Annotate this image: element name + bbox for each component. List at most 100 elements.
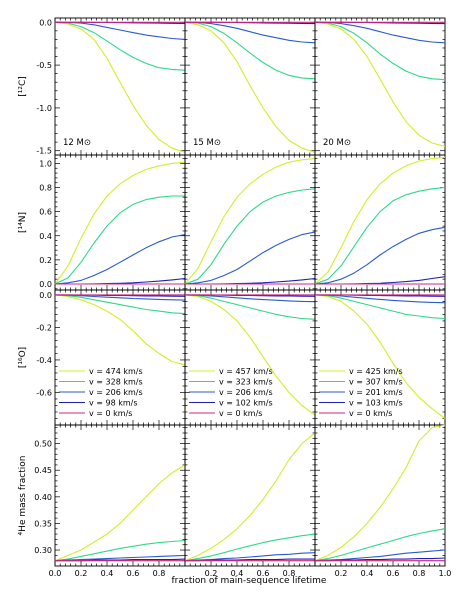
series-line-1 [54,21,186,153]
y-tick-label: 0.0 [39,18,52,27]
series-line-3 [54,21,186,40]
y-tick-label: 0.40 [34,493,52,502]
panel-frame [314,424,446,567]
legend-entry: v = 206 km/s [219,388,273,397]
panel-r0-c0: -1.5 -1.0 -0.5 0.0 [¹²C] 12 M⊙ [18,17,186,156]
x-tick-label: 0.4 [101,569,114,578]
x-tick-label: 0.0 [49,569,62,578]
legend-entry: v = 425 km/s [349,367,403,376]
x-axis-label: fraction of main-sequence lifetime [172,576,327,586]
panel-r2-c1: v = 457 km/s v = 323 km/sv = 206 km/s v = … [184,289,316,426]
y-tick-label: 1.0 [39,159,52,168]
panel-r2-c2: v = 425 km/s v = 307 km/sv = 201 km/s v = … [314,289,446,426]
legend-entry: v = 0 km/s [219,409,262,418]
legend-entry: v = 102 km/s [219,399,273,408]
series-line-3 [54,294,186,301]
series-line-2 [54,21,186,71]
x-tick-labels: 0.0 0.2 0.4 0.6 0.8 0.2 0.4 0.6 0.8 0.2 0.4 0.6 0.8 1… [49,569,452,578]
series-line-1 [314,294,446,419]
series-line-2 [184,294,316,320]
y-tick-label: 0.4 [39,232,52,241]
panel-r1-c0: 0.0 0.2 0.4 0.6 0.8 1.0 [¹⁴N] [18,154,186,291]
x-tick-label: 0.2 [75,569,88,578]
legend-entry: v = 0 km/s [349,409,392,418]
panel-r2-c0: -0.6 -0.4 -0.2 0.0 [¹⁶O] v = 474 km/s v = 328 … [18,289,186,426]
x-tick-label: 1.0 [439,569,452,578]
series-line-3 [314,294,446,304]
series-line-2 [54,195,185,285]
x-tick-label: 0.4 [361,569,374,578]
x-tick-label: 0.4 [231,569,244,578]
legend-entry: v = 0 km/s [89,409,132,418]
series-line-2 [184,21,316,80]
series-line-1 [54,464,186,562]
y-tick-label: 0.35 [34,519,52,528]
mass-label: 12 M⊙ [63,138,91,148]
x-tick-label: 0.6 [257,569,270,578]
series-line-1 [314,156,446,285]
series-line-3 [54,234,186,285]
y-tick-label: 0.50 [34,440,52,449]
legend-entry: v = 206 km/s [89,388,143,397]
series-line-2 [184,188,316,285]
x-tick-label: 0.8 [153,569,166,578]
mass-label: 15 M⊙ [193,138,221,148]
x-tick-label: 0.6 [127,569,140,578]
series-line-3 [184,231,316,285]
y-axis-label: [¹²C] [18,76,28,97]
y-tick-label: -0.5 [36,61,52,70]
legend-entry: v = 201 km/s [349,388,403,397]
series-line-1 [184,294,316,416]
x-tick-label: 0.8 [283,569,296,578]
series-line-1 [314,424,446,562]
x-tick-label: 0.2 [205,569,218,578]
y-tick-label: -0.6 [36,388,52,397]
series-line-2 [54,539,186,562]
legend-entry: v = 103 km/s [349,399,403,408]
series-line-2 [314,528,446,562]
series-line-3 [184,294,316,303]
y-tick-label: 0.0 [39,291,52,300]
y-tick-label: -1.0 [36,104,52,113]
mass-label: 20 M⊙ [323,138,351,148]
y-tick-label: 0.2 [39,256,52,265]
series-line-2 [314,21,446,81]
series-line-1 [54,294,186,366]
y-axis-label: [¹⁶O] [18,347,28,368]
y-tick-label: 0.45 [34,466,52,475]
series-line-2 [54,294,186,315]
panel-r1-c2 [314,154,446,291]
x-tick-label: 0.6 [387,569,400,578]
y-tick-label: 0.6 [39,208,52,217]
panel-r3-c0: 0.30 0.35 0.40 0.45 0.50 ⁴He mass fraction [18,424,186,567]
y-tick-label: -0.4 [36,356,52,365]
series-line-3 [184,21,316,44]
y-tick-label: 0.0 [39,280,52,289]
x-tick-label: 0.2 [335,569,348,578]
legend-entry: v = 474 km/s [89,367,143,376]
legend-entry: v = 98 km/s [89,399,138,408]
panel-r3-c2 [314,424,446,567]
y-tick-label: -1.5 [36,147,52,156]
y-axis-label: [¹⁴N] [18,212,28,233]
series-line-3 [314,226,446,285]
legend-entry: v = 323 km/s [219,378,273,387]
y-axis-label: ⁴He mass fraction [18,456,28,536]
legend-entry: v = 307 km/s [349,378,403,387]
y-tick-label: 0.30 [34,546,52,555]
series-line-1 [184,432,316,562]
series-line-3 [54,554,186,562]
series-line-3 [314,21,446,44]
series-line-1 [184,158,316,285]
series-line-2 [314,186,446,285]
y-tick-label: 0.8 [39,184,52,193]
series-line-2 [184,533,316,562]
legend-entry: v = 457 km/s [219,367,273,376]
series-line-1 [314,21,446,147]
y-tick-label: -0.2 [36,323,52,332]
series-line-2 [314,294,446,320]
legend-entry: v = 328 km/s [89,378,143,387]
x-tick-label: 0.8 [413,569,426,578]
